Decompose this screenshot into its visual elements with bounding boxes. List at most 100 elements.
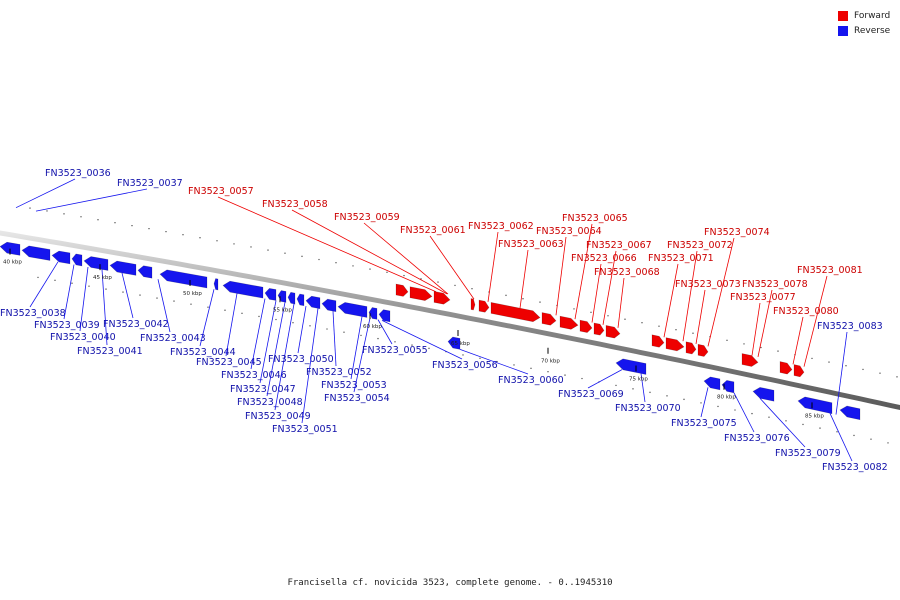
gene-arrow-fn3523_0050[interactable] <box>287 291 296 305</box>
track-dot <box>411 344 413 346</box>
gene-label[interactable]: FN3523_0060 <box>498 375 564 386</box>
gene-arrow-fn3523_0049[interactable] <box>277 290 287 303</box>
gene-label[interactable]: FN3523_0081 <box>797 265 863 276</box>
gene-label[interactable]: FN3523_0043 <box>140 333 206 344</box>
gene-arrow-fn3523_0042[interactable] <box>83 256 109 271</box>
gene-arrow-fn3523_0061[interactable] <box>470 298 476 311</box>
gene-arrow-fn3523_0065[interactable] <box>559 315 579 330</box>
gene-label[interactable]: FN3523_0054 <box>324 393 390 404</box>
gene-label[interactable]: FN3523_0058 <box>262 199 328 210</box>
gene-label[interactable]: FN3523_0049 <box>245 411 311 422</box>
gene-label[interactable]: FN3523_0072 <box>667 240 733 251</box>
gene-arrow-fn3523_0051[interactable] <box>296 293 305 307</box>
gene-arrow-fn3523_0075[interactable] <box>703 376 721 391</box>
gene-arrow-fn3523_0069[interactable] <box>615 358 647 375</box>
gene-label[interactable]: FN3523_0064 <box>536 226 602 237</box>
gene-label[interactable]: FN3523_0051 <box>272 424 338 435</box>
gene-leader-line <box>459 348 529 375</box>
gene-label[interactable]: FN3523_0063 <box>498 239 564 250</box>
gene-label[interactable]: FN3523_0039 <box>34 320 100 331</box>
track-dot <box>717 405 719 408</box>
gene-arrow-fn3523_0064[interactable] <box>541 312 557 326</box>
gene-arrow-fn3523_0056[interactable] <box>378 309 391 323</box>
gene-arrow-fn3523_0059[interactable] <box>433 290 451 305</box>
gene-label[interactable]: FN3523_0076 <box>724 433 790 444</box>
gene-label[interactable]: FN3523_0067 <box>586 240 652 251</box>
gene-label[interactable]: FN3523_0070 <box>615 403 681 414</box>
gene-label[interactable]: FN3523_0053 <box>321 380 387 391</box>
track-dot <box>802 423 804 426</box>
gene-arrow-fn3523_0060[interactable] <box>447 336 461 350</box>
gene-label[interactable]: FN3523_0057 <box>188 186 254 197</box>
gene-label[interactable]: FN3523_0062 <box>468 221 534 232</box>
gene-arrow-fn3523_0062[interactable] <box>478 299 490 313</box>
gene-label[interactable]: FN3523_0050 <box>268 354 334 365</box>
gene-arrow-fn3523_0053[interactable] <box>321 298 337 313</box>
gene-arrow-fn3523_0079[interactable] <box>752 386 775 402</box>
gene-label[interactable]: FN3523_0077 <box>730 292 796 303</box>
gene-label[interactable]: FN3523_0048 <box>237 397 303 408</box>
gene-arrow-fn3523_0043[interactable] <box>109 260 137 276</box>
gene-label[interactable]: FN3523_0056 <box>432 360 498 371</box>
track-dot <box>734 409 736 411</box>
gene-label[interactable]: FN3523_0061 <box>400 225 466 236</box>
gene-label[interactable]: FN3523_0037 <box>117 178 183 189</box>
gene-arrow-fn3523_0045[interactable] <box>159 269 208 289</box>
gene-arrow-fn3523_0047[interactable] <box>222 280 264 299</box>
gene-label[interactable]: FN3523_0074 <box>704 227 770 238</box>
gene-arrow-fn3523_0063[interactable] <box>490 302 541 323</box>
gene-arrow-fn3523_0067[interactable] <box>593 322 605 336</box>
gene-label[interactable]: FN3523_0079 <box>775 448 841 459</box>
gene-label[interactable]: FN3523_0042 <box>103 319 169 330</box>
gene-label[interactable]: FN3523_0047 <box>230 384 296 395</box>
gene-arrow-fn3523_0074[interactable] <box>697 343 709 357</box>
gene-arrow-fn3523_0073[interactable] <box>685 341 697 355</box>
gene-arrow-fn3523_0040[interactable] <box>51 250 71 265</box>
gene-label[interactable]: FN3523_0038 <box>0 308 66 319</box>
track-dot <box>360 334 362 337</box>
track-dot <box>335 261 337 264</box>
gene-arrow-fn3523_0068[interactable] <box>605 325 621 339</box>
gene-label[interactable]: FN3523_0082 <box>822 462 888 473</box>
gene-label[interactable]: FN3523_0044 <box>170 347 236 358</box>
gene-label[interactable]: FN3523_0059 <box>334 212 400 223</box>
gene-arrow-fn3523_0046[interactable] <box>213 278 219 291</box>
gene-arrow-fn3523_0054[interactable] <box>337 302 368 318</box>
gene-label[interactable]: FN3523_0080 <box>773 306 839 317</box>
gene-label[interactable]: FN3523_0073 <box>675 279 741 290</box>
gene-arrow-fn3523_0052[interactable] <box>305 295 321 310</box>
gene-arrow-fn3523_0048[interactable] <box>264 288 277 301</box>
gene-label[interactable]: FN3523_0069 <box>558 389 624 400</box>
gene-arrow-fn3523_0057[interactable] <box>395 283 409 297</box>
gene-arrow-fn3523_0055[interactable] <box>368 307 378 320</box>
gene-label[interactable]: FN3523_0066 <box>571 253 637 264</box>
gene-arrow-fn3523_0082[interactable] <box>797 396 833 415</box>
gene-label[interactable]: FN3523_0078 <box>742 279 808 290</box>
gene-label[interactable]: FN3523_0065 <box>562 213 628 224</box>
gene-label[interactable]: FN3523_0052 <box>306 367 372 378</box>
gene-label[interactable]: FN3523_0055 <box>362 345 428 356</box>
gene-arrow-fn3523_0071[interactable] <box>651 334 665 348</box>
track-dot <box>658 325 660 327</box>
gene-arrow-fn3523_0083[interactable] <box>839 405 861 421</box>
gene-arrow-fn3523_0041[interactable] <box>71 253 83 267</box>
gene-arrow-fn3523_0081[interactable] <box>793 364 805 378</box>
gene-label[interactable]: FN3523_0068 <box>594 267 660 278</box>
track-dot <box>836 431 838 433</box>
gene-label[interactable]: FN3523_0041 <box>77 346 143 357</box>
gene-arrow-fn3523_0044[interactable] <box>137 265 153 279</box>
gene-arrow-fn3523_0039[interactable] <box>21 245 51 261</box>
gene-label[interactable]: FN3523_0075 <box>671 418 737 429</box>
gene-label[interactable]: FN3523_0071 <box>648 253 714 264</box>
gene-arrow-fn3523_0058[interactable] <box>409 286 433 301</box>
gene-arrow-fn3523_0066[interactable] <box>579 319 593 333</box>
gene-arrow-fn3523_0072[interactable] <box>665 337 685 352</box>
gene-label[interactable]: FN3523_0036 <box>45 168 111 179</box>
gene-label[interactable]: FN3523_0083 <box>817 321 883 332</box>
gene-arrow-fn3523_0077[interactable] <box>741 353 759 367</box>
gene-arrow-fn3523_0080[interactable] <box>779 361 793 375</box>
gene-label[interactable]: FN3523_0046 <box>221 370 287 381</box>
gene-label[interactable]: FN3523_0045 <box>196 357 262 368</box>
gene-leader-line <box>487 231 499 302</box>
gene-label[interactable]: FN3523_0040 <box>50 332 116 343</box>
